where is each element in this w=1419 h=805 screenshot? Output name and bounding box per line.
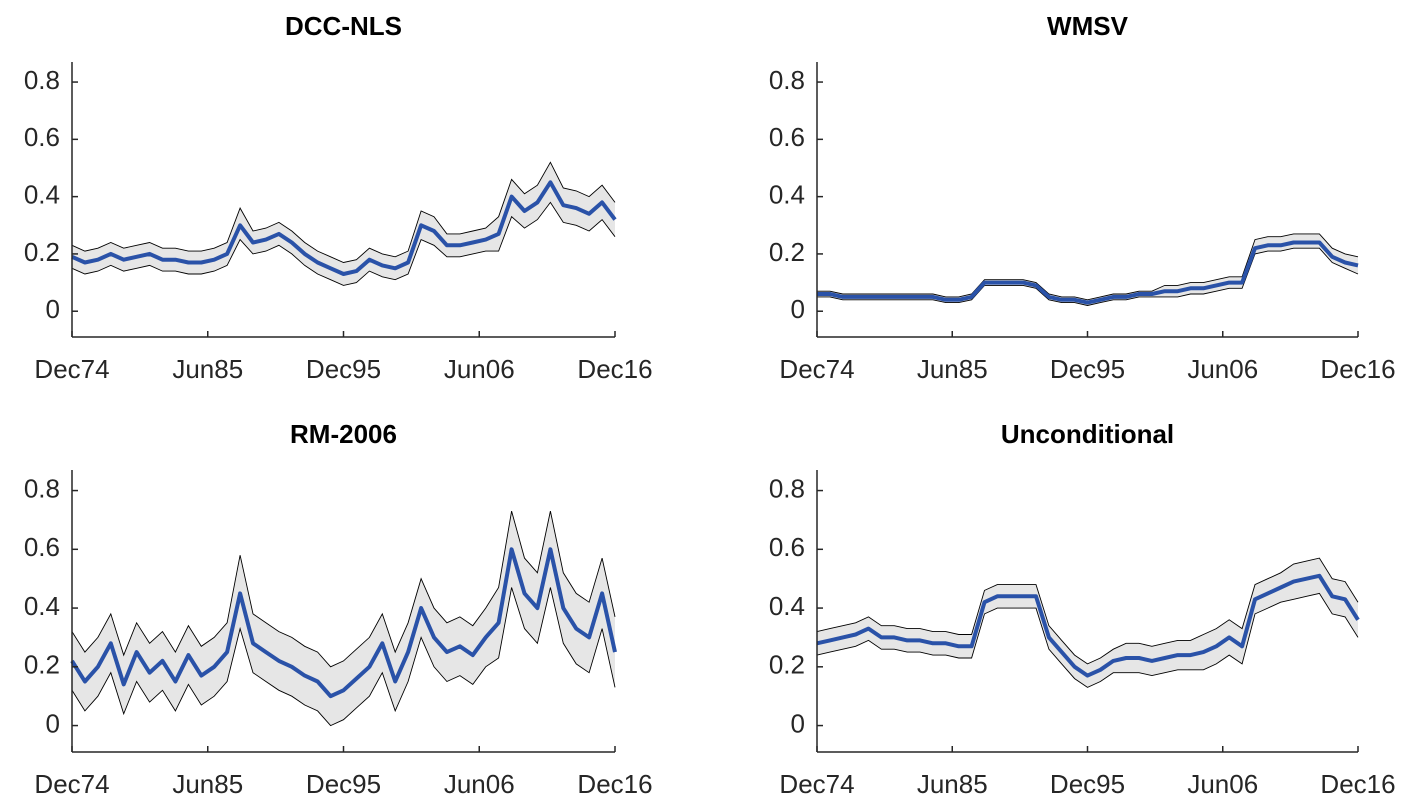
x-tick-label: Dec16: [577, 354, 652, 384]
y-tick-label: 0.8: [24, 65, 60, 95]
y-tick-label: 0.4: [24, 591, 60, 621]
band-upper: [71, 161, 616, 263]
band: [72, 162, 615, 286]
band: [72, 511, 615, 726]
band: [817, 558, 1358, 688]
band-upper: [71, 510, 616, 668]
median-line: [816, 573, 1360, 678]
y-tick-label: 0: [46, 708, 60, 738]
y-tick-label: 0.6: [769, 532, 805, 562]
y-tick-label: 0: [791, 294, 805, 324]
y-tick-label: 0.2: [769, 237, 805, 267]
x-tick-label: Dec95: [1050, 354, 1125, 384]
band-lower: [71, 201, 616, 286]
x-tick-label: Dec16: [577, 769, 652, 799]
y-tick-label: 0.2: [769, 650, 805, 680]
y-tick-label: 0.2: [24, 237, 60, 267]
x-tick-label: Dec95: [1050, 769, 1125, 799]
band-lower: [816, 592, 1359, 688]
median-line: [71, 180, 617, 276]
y-tick-label: 0.2: [24, 650, 60, 680]
band-upper: [816, 557, 1359, 665]
band-upper: [817, 233, 1359, 301]
x-tick-label: Dec95: [306, 769, 381, 799]
x-tick-label: Jun06: [1187, 354, 1258, 384]
x-tick-label: Jun06: [444, 354, 515, 384]
x-tick-label: Jun06: [444, 769, 515, 799]
y-tick-label: 0.6: [24, 122, 60, 152]
y-tick-label: 0.4: [769, 591, 805, 621]
x-tick-label: Jun85: [172, 354, 243, 384]
y-tick-label: 0: [46, 294, 60, 324]
y-tick-label: 0.6: [769, 122, 805, 152]
y-tick-label: 0.4: [24, 180, 60, 210]
y-tick-label: 0: [791, 708, 805, 738]
x-tick-label: Dec74: [34, 354, 109, 384]
x-tick-label: Dec16: [1320, 354, 1395, 384]
x-tick-label: Dec74: [34, 769, 109, 799]
y-tick-label: 0.4: [769, 180, 805, 210]
x-tick-label: Jun85: [917, 354, 988, 384]
y-tick-label: 0.8: [769, 65, 805, 95]
chart-title: Unconditional: [1001, 419, 1174, 449]
chart-title: DCC-NLS: [285, 11, 402, 41]
x-tick-label: Dec16: [1320, 769, 1395, 799]
y-tick-label: 0.6: [24, 532, 60, 562]
y-tick-label: 0.8: [769, 473, 805, 503]
x-tick-label: Jun06: [1187, 769, 1258, 799]
x-tick-label: Jun85: [917, 769, 988, 799]
x-tick-label: Dec95: [306, 354, 381, 384]
band-lower: [71, 587, 616, 727]
median-line: [817, 240, 1359, 305]
median-line: [70, 547, 617, 699]
band-lower: [817, 247, 1359, 306]
x-tick-label: Dec74: [779, 354, 854, 384]
x-tick-label: Dec74: [779, 769, 854, 799]
y-tick-label: 0.8: [24, 473, 60, 503]
x-tick-label: Jun85: [172, 769, 243, 799]
band: [817, 233, 1358, 306]
chart-title: RM-2006: [290, 419, 397, 449]
chart-title: WMSV: [1047, 11, 1129, 41]
